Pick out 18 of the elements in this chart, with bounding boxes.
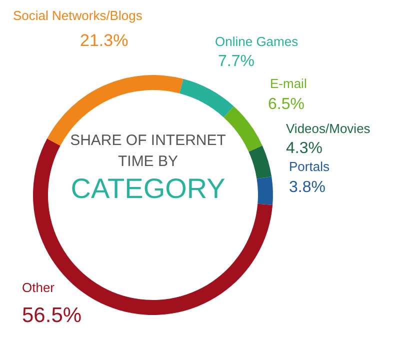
text: SHARE OF INTERNET TIME BY xyxy=(70,132,226,170)
data-label: 3.8% xyxy=(289,179,326,196)
slice-label: E-mail xyxy=(270,76,307,91)
slice-label: Social Networks/Blogs xyxy=(13,8,143,23)
slice-label: Portals xyxy=(289,159,330,174)
data-label: 6.5% xyxy=(268,96,304,113)
data-label: 21.3% xyxy=(80,31,128,50)
donut-slice xyxy=(224,106,262,152)
text: CATEGORY xyxy=(70,173,226,204)
slice-label: Other xyxy=(22,280,56,295)
data-label: 7.7% xyxy=(218,53,254,70)
donut-slice xyxy=(256,176,273,206)
data-label: 4.3% xyxy=(286,140,322,157)
donut-slice xyxy=(179,78,234,118)
donut-slice xyxy=(248,146,272,179)
data-label: 56.5% xyxy=(22,304,82,327)
slice-label: Videos/Movies xyxy=(286,121,371,136)
slice-label: Online Games xyxy=(215,34,299,49)
